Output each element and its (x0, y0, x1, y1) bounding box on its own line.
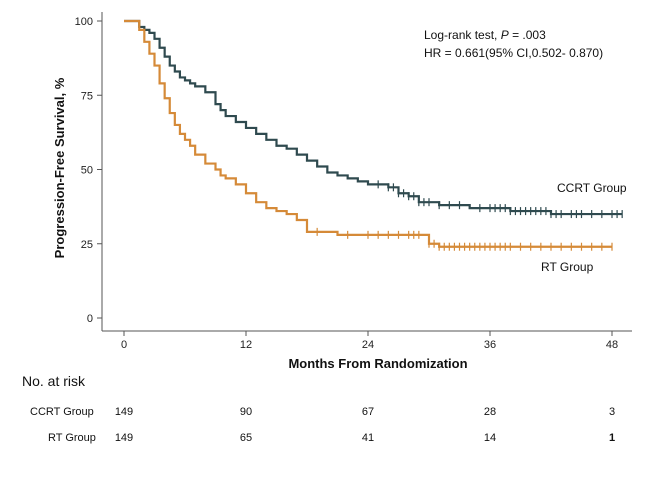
risk-table-values: 149 90 67 28 3 149 65 41 14 1 (115, 406, 615, 444)
y-tick-label: 50 (81, 165, 93, 177)
ccrt-risk-value: 149 (115, 406, 133, 418)
y-tick-label: 100 (75, 16, 93, 28)
y-tick-label: 25 (81, 239, 93, 251)
rt-survival-curve (124, 19, 612, 248)
rt-risk-value: 149 (115, 432, 133, 444)
ccrt-risk-value: 28 (484, 406, 496, 418)
y-axis-title: Progression-Free Survival, % (52, 77, 67, 258)
ccrt-group-label: CCRT Group (557, 181, 627, 195)
rt-risk-value: 65 (240, 432, 252, 444)
risk-row-label-ccrt: CCRT Group (30, 406, 94, 418)
x-tick-label: 0 (121, 339, 127, 351)
rt-risk-value: 14 (484, 432, 496, 444)
risk-row-label-rt: RT Group (48, 432, 96, 444)
series-group (124, 19, 623, 251)
rt-risk-value: 41 (362, 432, 374, 444)
x-tick-label: 48 (606, 339, 618, 351)
ccrt-risk-value: 3 (609, 406, 615, 418)
ccrt-survival-curve (124, 19, 623, 216)
x-tick-label: 24 (362, 339, 374, 351)
ccrt-risk-value: 67 (362, 406, 374, 418)
logrank-annotation: Log-rank test, P = .003 (424, 28, 546, 42)
x-tick-label: 36 (484, 339, 496, 351)
y-tick-label: 0 (87, 313, 93, 325)
x-axis-title: Months From Randomization (288, 356, 467, 371)
rt-risk-value: 1 (609, 432, 615, 444)
hazard-ratio-annotation: HR = 0.661(95% CI,0.502- 0.870) (424, 46, 603, 60)
x-tick-label: 12 (240, 339, 252, 351)
risk-table-title: No. at risk (22, 373, 86, 389)
rt-group-label: RT Group (541, 260, 594, 274)
axes-group: 0 25 50 75 100 0 12 24 36 48 (75, 12, 632, 351)
ccrt-risk-value: 90 (240, 406, 252, 418)
y-tick-label: 75 (81, 90, 93, 102)
labels-group: Log-rank test, P = .003 HR = 0.661(95% C… (22, 28, 627, 444)
